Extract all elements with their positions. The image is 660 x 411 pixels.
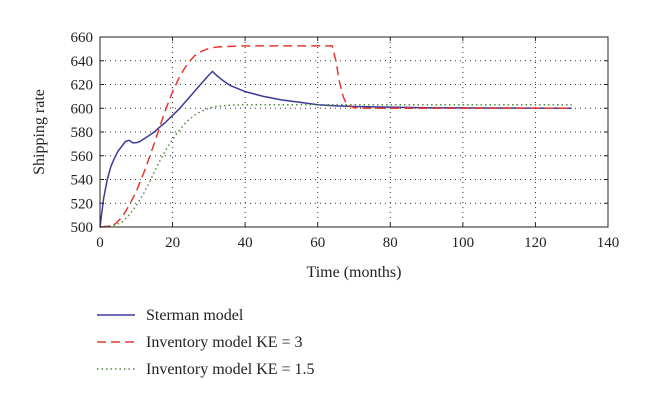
legend-label-3: Inventory model KE = 1.5 [146,361,315,378]
legend-label-2: Inventory model KE = 3 [146,334,303,351]
y-tick-label: 660 [71,30,94,46]
x-tick-label: 60 [310,235,325,251]
y-tick-label: 540 [71,173,94,189]
x-tick-label: 120 [524,235,547,251]
series-line-2 [99,45,572,228]
legend: Sterman model Inventory model KE = 3 Inven… [97,307,315,378]
y-tick-label: 640 [71,54,94,70]
plot-frame [99,36,609,228]
y-tick-label: 560 [71,149,94,165]
y-tick-label: 620 [71,78,94,94]
legend-label-1: Sterman model [146,307,244,324]
y-tick-label: 600 [71,101,94,117]
x-tick-label: 80 [383,235,398,251]
series-lines [99,45,572,228]
x-tick-label: 100 [452,235,475,251]
series-line-3 [99,103,572,228]
y-axis-label: Shipping rate [31,89,48,175]
x-axis-label: Time (months) [307,264,402,281]
y-tick-label: 580 [71,125,94,141]
y-tick-label: 520 [71,196,94,212]
axis-ticks: 0 20 40 60 80 100 120 140 500 520 540 560 580 600 620 6… [71,30,620,251]
x-tick-label: 0 [96,235,104,251]
grid-lines [100,37,608,227]
y-tick-label: 500 [71,220,94,236]
x-tick-label: 20 [165,235,180,251]
x-tick-label: 40 [238,235,253,251]
series-line-1 [99,70,572,228]
x-tick-label: 140 [597,235,620,251]
